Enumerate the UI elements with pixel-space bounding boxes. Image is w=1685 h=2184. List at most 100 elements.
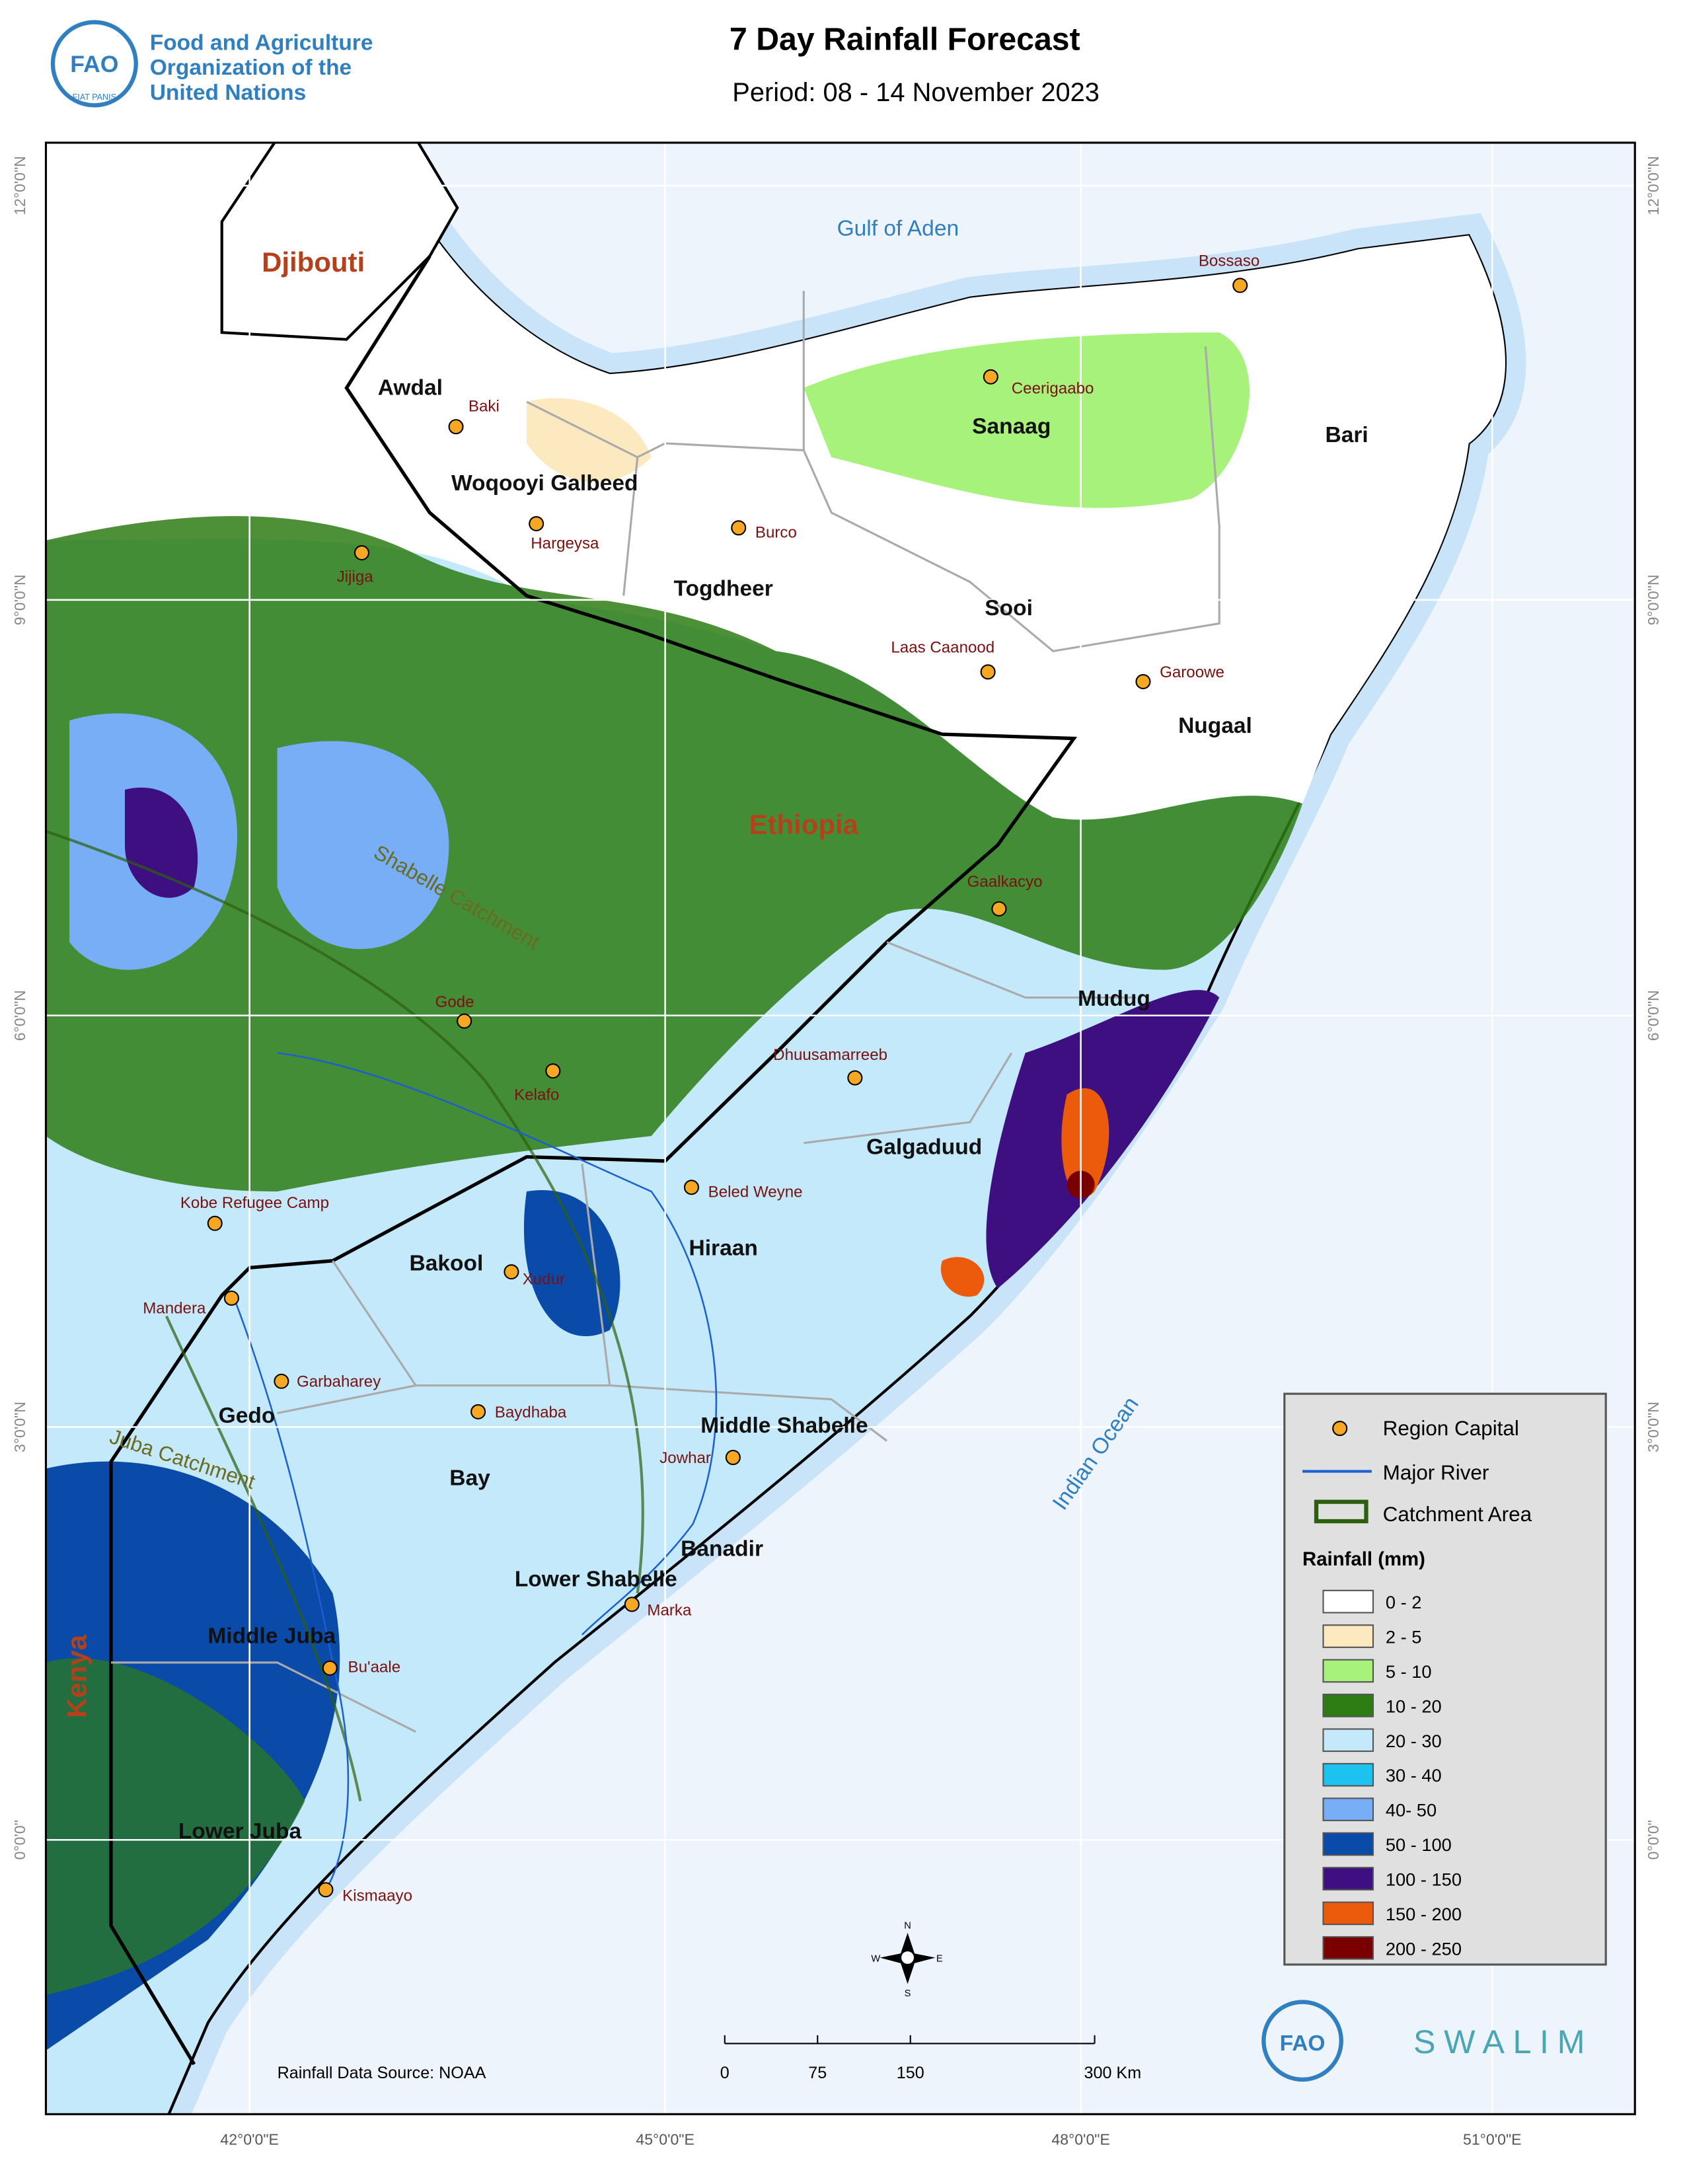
country-label: Ethiopia bbox=[749, 809, 859, 840]
region-label: Sanaag bbox=[972, 414, 1051, 439]
legend-class-label: 5 - 10 bbox=[1386, 1661, 1432, 1682]
fao-logo: FAO FIAT PANIS bbox=[50, 20, 138, 108]
capital-label: Kobe Refugee Camp bbox=[180, 1194, 329, 1212]
region-label: Woqooyi Galbeed bbox=[451, 471, 638, 496]
region-label: Nugaal bbox=[1178, 714, 1252, 738]
capital-marker bbox=[1135, 673, 1151, 690]
latitude-label: 3°0'0"N bbox=[11, 1402, 28, 1452]
catchment-boundary bbox=[46, 829, 644, 1801]
legend-class-label: 50 - 100 bbox=[1386, 1834, 1452, 1855]
capital-marker bbox=[354, 545, 370, 561]
capital-label: Kelafo bbox=[514, 1086, 559, 1104]
capital-marker bbox=[983, 369, 998, 385]
region-label: Bakool bbox=[409, 1252, 483, 1276]
region-label: Hiraan bbox=[689, 1236, 758, 1260]
capital-marker bbox=[847, 1070, 863, 1086]
legend-class-label: 10 - 20 bbox=[1386, 1696, 1442, 1716]
latitude-label: 9°0'0"N bbox=[11, 574, 28, 625]
legend-class-label: 0 - 2 bbox=[1386, 1592, 1422, 1612]
fao-logo-text: FAO bbox=[70, 51, 118, 77]
capital-label: Xudur bbox=[523, 1271, 565, 1289]
region-label: Mudug bbox=[1078, 987, 1150, 1011]
capital-label: Bossaso bbox=[1199, 252, 1259, 270]
legend-swatch bbox=[1322, 1936, 1374, 1960]
data-source: Rainfall Data Source: NOAA bbox=[278, 2064, 486, 2082]
capital-marker bbox=[1232, 278, 1248, 293]
region-label: Bay bbox=[449, 1466, 490, 1491]
compass-letter: E bbox=[936, 1954, 943, 1965]
capital-label: Baydhaba bbox=[495, 1404, 567, 1421]
water-label: Gulf of Aden bbox=[837, 216, 959, 241]
title: 7 Day Rainfall Forecast bbox=[730, 21, 1080, 57]
latitude-label: 0°0'0" bbox=[1645, 1820, 1662, 1860]
legend-symbol-label: Major River bbox=[1383, 1461, 1489, 1484]
latitude-label: 3°0'0"N bbox=[1645, 1402, 1662, 1452]
rivers bbox=[235, 1052, 718, 1891]
dry-zone bbox=[46, 142, 1505, 820]
latitude-label: 0°0'0" bbox=[11, 1820, 28, 1860]
scale-label: 300 Km bbox=[1084, 2064, 1142, 2082]
region-label: Togdheer bbox=[674, 577, 773, 601]
swalim-logo: SWALIM bbox=[1413, 2023, 1593, 2060]
org-line: Organization of the bbox=[150, 56, 352, 80]
rain-150-200 bbox=[940, 1088, 1109, 1297]
capital-marker bbox=[725, 1450, 741, 1466]
region-label: Middle Juba bbox=[207, 1624, 336, 1649]
legend-class-label: 30 - 40 bbox=[1386, 1765, 1442, 1786]
region-label: Middle Shabelle bbox=[700, 1413, 868, 1438]
capital-marker bbox=[731, 520, 747, 536]
longitude-label: 51°0'0"E bbox=[1463, 2130, 1521, 2148]
north-arrow bbox=[880, 1932, 936, 1984]
capital-marker bbox=[207, 1215, 223, 1231]
region-label: Sooi bbox=[985, 596, 1033, 621]
legend-class-label: 200 - 250 bbox=[1386, 1938, 1462, 1959]
legend-swatch bbox=[1322, 1728, 1374, 1752]
capital-marker bbox=[529, 515, 544, 532]
longitude-label: 48°0'0"E bbox=[1051, 2130, 1109, 2148]
capital-marker bbox=[223, 1290, 239, 1306]
legend-swatch bbox=[1322, 1589, 1374, 1614]
capital-label: Jijiga bbox=[337, 568, 374, 586]
region-label: Bari bbox=[1326, 423, 1368, 447]
compass-letter: N bbox=[904, 1920, 911, 1931]
legend-class-label: 100 - 150 bbox=[1386, 1869, 1462, 1889]
scale-label: 150 bbox=[897, 2064, 924, 2082]
capital-marker bbox=[274, 1373, 289, 1389]
legend-symbol-label: Region Capital bbox=[1383, 1417, 1519, 1440]
capital-label: Burco bbox=[755, 523, 797, 541]
country-label: Djibouti bbox=[262, 246, 365, 278]
capital-label: Laas Caanood bbox=[891, 638, 994, 656]
region-label: Gedo bbox=[219, 1404, 276, 1428]
latitude-label: 12°0'0"N bbox=[11, 156, 28, 215]
capital-marker bbox=[504, 1264, 519, 1280]
capital-label: Kismaayo bbox=[342, 1887, 412, 1904]
scale-bar bbox=[724, 2035, 1096, 2045]
compass-letter: W bbox=[871, 1954, 880, 1965]
region-label: Banadir bbox=[681, 1536, 763, 1561]
latitude-label: 6°0'0"N bbox=[1645, 990, 1662, 1041]
longitude-label: 42°0'0"E bbox=[220, 2130, 278, 2148]
compass-letter: S bbox=[905, 1988, 911, 1999]
capital-label: Baki bbox=[468, 398, 500, 416]
longitude-label: 45°0'0"E bbox=[636, 2130, 694, 2148]
capital-label: Ceerigaabo bbox=[1012, 379, 1094, 397]
capital-marker bbox=[991, 901, 1007, 917]
latitude-label: 6°0'0"N bbox=[11, 990, 28, 1041]
legend-swatch bbox=[1322, 1832, 1374, 1856]
capital-label: Dhuusamarreeb bbox=[773, 1046, 887, 1064]
legend-swatch bbox=[1322, 1659, 1374, 1683]
rain-2-5 bbox=[526, 398, 652, 482]
legend-class-label: 20 - 30 bbox=[1386, 1731, 1442, 1751]
rain-100-150 bbox=[124, 787, 198, 898]
legend-swatch bbox=[1322, 1624, 1374, 1648]
capital-marker bbox=[318, 1882, 334, 1898]
period: Period: 08 - 14 November 2023 bbox=[732, 78, 1100, 107]
djibouti bbox=[220, 142, 459, 341]
capital-marker bbox=[624, 1597, 640, 1612]
fao-logo-text: FAO bbox=[1280, 2031, 1326, 2056]
capital-marker bbox=[448, 419, 464, 435]
org-line: United Nations bbox=[150, 81, 307, 105]
map-frame bbox=[44, 141, 1636, 2115]
scale-label: 75 bbox=[808, 2064, 827, 2082]
